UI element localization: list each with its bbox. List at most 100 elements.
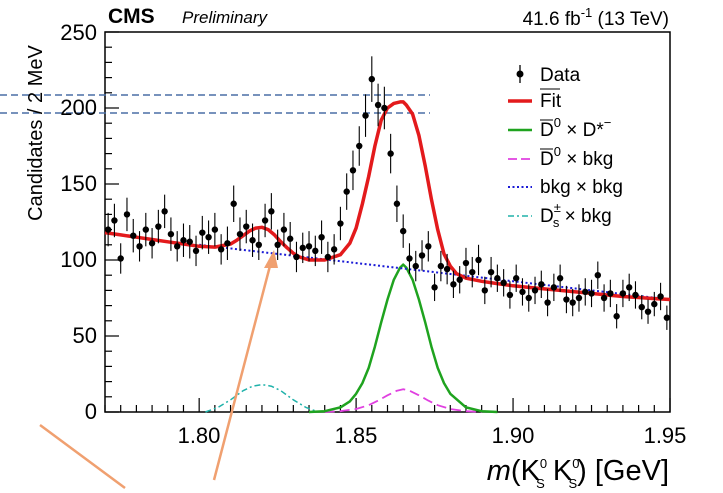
data-point (123, 211, 131, 218)
legend-d0dstar-label: D0 × D*− (540, 115, 611, 141)
luminosity-label: 41.6 fb-1 (13 TeV) (523, 5, 669, 30)
data-point (418, 252, 426, 259)
legend-d0dstar-b-sup: − (604, 115, 612, 130)
x-tick-label: 1.85 (335, 423, 378, 448)
data-point (205, 234, 212, 241)
data-point (431, 284, 438, 291)
x-axis-label-close: ) [GeV] (577, 455, 669, 487)
data-point (268, 208, 275, 215)
legend-dsbkg-a-sub: s (553, 215, 560, 230)
data-point (425, 243, 432, 250)
data-point (512, 275, 520, 282)
legend-d0bkg-b: × bkg (561, 149, 613, 170)
data-point (337, 220, 344, 227)
data-point (475, 256, 482, 264)
data-point (632, 291, 639, 299)
x-axis-label: m(K0 S K0 S) [GeV] (487, 455, 669, 491)
data-point (148, 240, 156, 247)
energy-label: (13 TeV) (592, 9, 669, 30)
data-point (556, 275, 564, 282)
data-point (192, 247, 200, 255)
x-tick-label: 1.90 (492, 423, 535, 448)
data-point (443, 265, 451, 273)
x-axis-label-m: m (487, 455, 511, 487)
data-point (619, 290, 627, 297)
lumi-value: 41.6 fb (523, 9, 581, 30)
data-point (412, 262, 419, 270)
data-point (657, 293, 664, 300)
data-point (563, 296, 570, 303)
data-point (312, 247, 319, 255)
data-point (644, 308, 652, 315)
legend-data-label: Data (540, 65, 581, 86)
data-point (663, 314, 671, 321)
data-point (594, 272, 602, 279)
legend-d0dstar-a: D (540, 120, 554, 141)
data-point (456, 276, 463, 283)
data-point (330, 246, 338, 253)
data-point (104, 226, 112, 233)
x-tick-label: 1.95 (644, 423, 687, 448)
y-tick-label: 250 (60, 20, 97, 45)
y-tick-label: 150 (60, 171, 97, 196)
data-point (274, 241, 281, 248)
data-point (280, 226, 288, 233)
data-points-layer (104, 56, 671, 330)
data-point (299, 244, 306, 252)
data-point (243, 223, 250, 230)
data-point (155, 223, 162, 230)
data-point (224, 240, 231, 247)
legend-fit-label: Fit (540, 91, 562, 112)
data-point (399, 227, 407, 235)
data-point (343, 188, 350, 195)
fit-curve (104, 100, 671, 302)
status-label: Preliminary (182, 8, 269, 27)
curve-layer (104, 100, 671, 414)
data-point (180, 237, 187, 244)
data-point (406, 255, 413, 262)
x-axis-label-sub2: S (568, 476, 577, 491)
data-point (173, 243, 181, 250)
data-point (494, 275, 501, 282)
annotation-overlay (39, 250, 278, 490)
data-point (142, 226, 150, 233)
data-point (500, 279, 507, 286)
annotation-arrow-head (264, 250, 278, 268)
data-point (349, 167, 357, 174)
data-point (255, 241, 263, 248)
data-point (305, 243, 313, 250)
data-point (481, 287, 489, 294)
annotation-line (39, 423, 126, 490)
data-point (450, 281, 457, 288)
x-tick-label: 1.80 (178, 423, 221, 448)
data-point (186, 238, 193, 245)
legend-dsbkg-a-sup: ± (554, 200, 561, 215)
data-point (381, 104, 388, 112)
x-axis-label-open: (K (511, 455, 541, 487)
data-point (286, 235, 294, 242)
data-point (217, 246, 225, 253)
x-axis-label-sub1: S (536, 476, 545, 491)
legend-d0dstar-a-sup: 0 (554, 115, 561, 130)
legend-d0bkg-a-sup: 0 (554, 144, 561, 159)
ds-bkg-curve (205, 383, 319, 413)
data-point (249, 237, 256, 244)
legend-bkgbkg-label: bkg × bkg (540, 177, 623, 198)
data-point (538, 281, 545, 288)
data-point (293, 253, 300, 261)
y-tick-label: 200 (60, 95, 97, 120)
x-axis-label-sup2: 0 (572, 456, 579, 471)
data-point (393, 200, 401, 207)
data-point (199, 229, 206, 236)
y-tick-label: 0 (85, 399, 97, 424)
legend-data-marker (516, 70, 524, 78)
data-point (582, 288, 589, 296)
data-point (211, 226, 219, 233)
data-point (506, 291, 514, 299)
legend-dsbkg-b: × bkg (559, 206, 611, 227)
data-point (437, 262, 445, 270)
data-point (462, 259, 470, 267)
data-point (368, 75, 376, 83)
data-point (607, 290, 614, 297)
